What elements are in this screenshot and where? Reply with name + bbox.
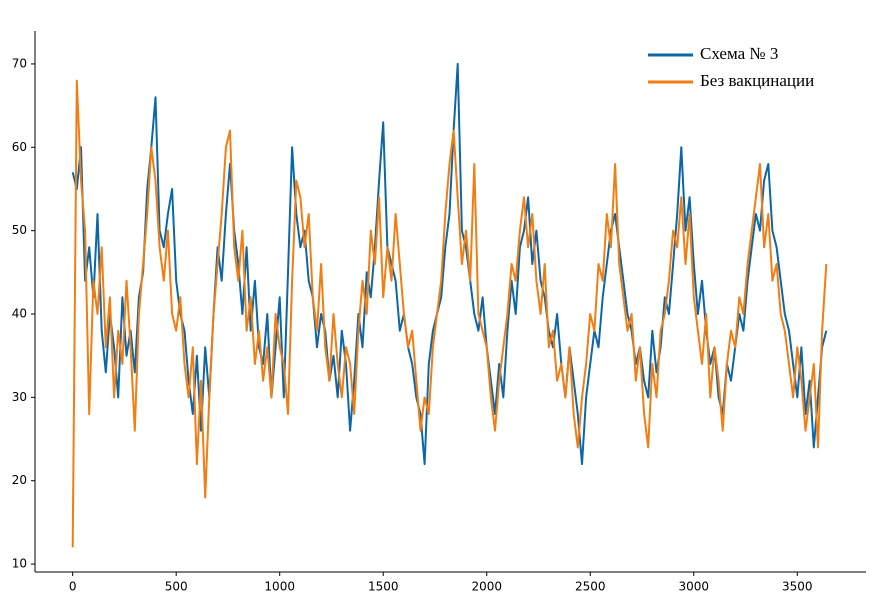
series-line xyxy=(71,62,828,466)
x-tick-label: 1000 xyxy=(264,580,295,594)
x-tick-label: 500 xyxy=(165,580,188,594)
legend-label: Без вакцинации xyxy=(700,71,814,90)
x-tick-label: 2500 xyxy=(575,580,606,594)
y-tick-label: 70 xyxy=(12,56,27,70)
x-tick-label: 0 xyxy=(69,580,77,594)
y-tick-label: 60 xyxy=(12,140,27,154)
x-tick-label: 2000 xyxy=(471,580,502,594)
x-tick-label: 1500 xyxy=(368,580,399,594)
legend-label: Схема № 3 xyxy=(700,44,778,63)
y-tick-label: 30 xyxy=(12,390,27,404)
y-tick-label: 50 xyxy=(12,223,27,237)
y-tick-label: 20 xyxy=(12,473,27,487)
y-tick-label: 10 xyxy=(12,557,27,571)
series-line xyxy=(71,79,828,548)
x-tick-label: 3500 xyxy=(782,580,813,594)
y-tick-label: 40 xyxy=(12,307,27,321)
x-tick-label: 3000 xyxy=(678,580,709,594)
